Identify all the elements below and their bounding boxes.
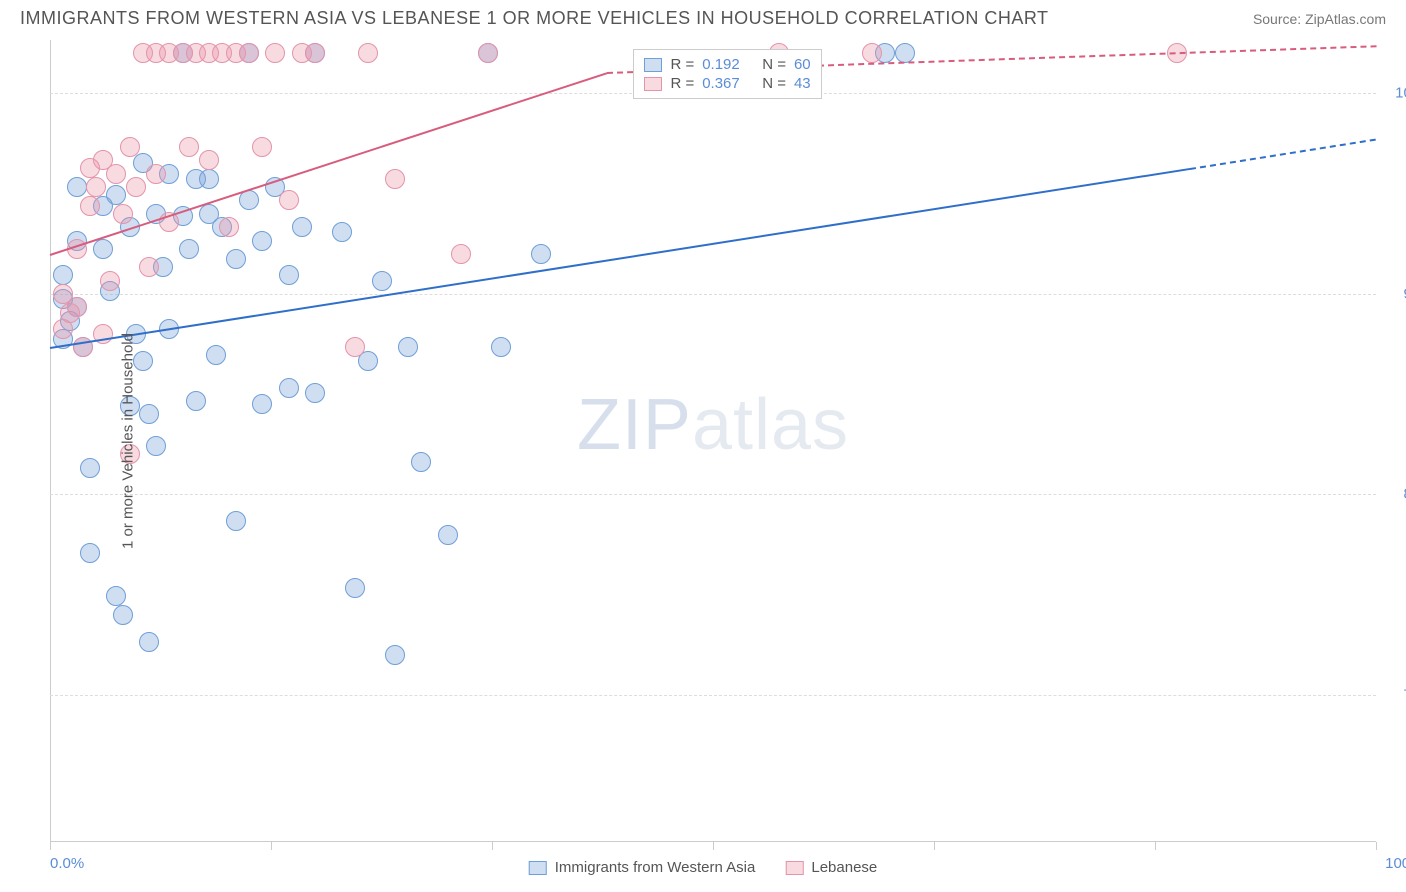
scatter-point	[305, 43, 325, 63]
scatter-point	[113, 605, 133, 625]
scatter-point	[478, 43, 498, 63]
scatter-point	[80, 196, 100, 216]
scatter-point	[113, 204, 133, 224]
y-axis-label: 1 or more Vehicles in Household	[119, 333, 136, 549]
scatter-point	[332, 222, 352, 242]
scatter-point	[345, 337, 365, 357]
legend-label: Immigrants from Western Asia	[555, 859, 756, 876]
scatter-point	[252, 137, 272, 157]
x-tick	[713, 842, 714, 850]
scatter-point	[398, 337, 418, 357]
scatter-point	[80, 458, 100, 478]
bottom-legend: Immigrants from Western Asia Lebanese	[529, 859, 878, 876]
scatter-point	[67, 177, 87, 197]
x-tick	[271, 842, 272, 850]
scatter-point	[179, 239, 199, 259]
scatter-point	[206, 345, 226, 365]
scatter-point	[146, 436, 166, 456]
scatter-point	[120, 137, 140, 157]
scatter-point	[292, 217, 312, 237]
scatter-point	[126, 177, 146, 197]
scatter-point	[239, 43, 259, 63]
legend-swatch	[785, 861, 803, 875]
legend-item: Immigrants from Western Asia	[529, 859, 756, 876]
scatter-point	[186, 391, 206, 411]
scatter-point	[139, 257, 159, 277]
scatter-point	[491, 337, 511, 357]
r-value: 0.192	[702, 56, 754, 73]
scatter-point	[358, 43, 378, 63]
stats-legend-row: R = 0.192 N = 60	[644, 56, 810, 73]
x-tick	[1155, 842, 1156, 850]
scatter-point	[531, 244, 551, 264]
scatter-point	[385, 169, 405, 189]
scatter-point	[279, 265, 299, 285]
legend-label: Lebanese	[811, 859, 877, 876]
trend-line	[50, 168, 1191, 349]
y-axis	[50, 40, 51, 842]
scatter-point	[305, 383, 325, 403]
plot-region: 77.5%85.0%92.5%100.0%0.0%100.0%R =0.192N…	[50, 40, 1376, 842]
legend-swatch	[644, 58, 662, 72]
r-label: R =	[670, 56, 694, 73]
scatter-point	[226, 249, 246, 269]
scatter-point	[862, 43, 882, 63]
scatter-point	[139, 632, 159, 652]
x-label-max: 100.0%	[1385, 855, 1406, 872]
scatter-point	[106, 586, 126, 606]
scatter-point	[146, 164, 166, 184]
scatter-point	[252, 231, 272, 251]
header: IMMIGRANTS FROM WESTERN ASIA VS LEBANESE…	[0, 0, 1406, 33]
r-value: 0.367	[702, 75, 754, 92]
scatter-point	[139, 404, 159, 424]
scatter-point	[106, 164, 126, 184]
scatter-point	[179, 137, 199, 157]
trend-line-extrapolated	[1190, 139, 1376, 170]
x-tick	[50, 842, 51, 850]
scatter-point	[372, 271, 392, 291]
grid-line	[50, 494, 1376, 495]
r-label: R =	[670, 75, 694, 92]
scatter-point	[199, 169, 219, 189]
scatter-point	[53, 265, 73, 285]
x-label-min: 0.0%	[50, 855, 84, 872]
scatter-point	[106, 185, 126, 205]
scatter-point	[345, 578, 365, 598]
scatter-point	[265, 43, 285, 63]
scatter-point	[279, 378, 299, 398]
scatter-point	[93, 239, 113, 259]
scatter-point	[100, 271, 120, 291]
scatter-point	[219, 217, 239, 237]
x-tick	[1376, 842, 1377, 850]
n-value: 60	[794, 56, 811, 73]
legend-item: Lebanese	[785, 859, 877, 876]
grid-line	[50, 695, 1376, 696]
n-label: N =	[762, 56, 786, 73]
scatter-point	[411, 452, 431, 472]
grid-line	[50, 294, 1376, 295]
scatter-point	[279, 190, 299, 210]
legend-swatch	[529, 861, 547, 875]
y-tick-label: 100.0%	[1395, 85, 1406, 102]
scatter-point	[199, 150, 219, 170]
scatter-point	[385, 645, 405, 665]
x-tick	[934, 842, 935, 850]
n-label: N =	[762, 75, 786, 92]
source-label: Source: ZipAtlas.com	[1253, 11, 1386, 27]
scatter-point	[252, 394, 272, 414]
scatter-point	[438, 525, 458, 545]
stats-legend: R = 0.192 N = 60 R = 0.367 N = 43	[633, 49, 821, 99]
legend-swatch	[644, 77, 662, 91]
chart-title: IMMIGRANTS FROM WESTERN ASIA VS LEBANESE…	[20, 8, 1049, 29]
scatter-point	[226, 511, 246, 531]
scatter-point	[80, 543, 100, 563]
n-value: 43	[794, 75, 811, 92]
stats-legend-row: R = 0.367 N = 43	[644, 75, 810, 92]
chart-area: 77.5%85.0%92.5%100.0%0.0%100.0%R =0.192N…	[50, 40, 1376, 842]
scatter-point	[86, 177, 106, 197]
scatter-point	[451, 244, 471, 264]
x-tick	[492, 842, 493, 850]
scatter-point	[67, 297, 87, 317]
